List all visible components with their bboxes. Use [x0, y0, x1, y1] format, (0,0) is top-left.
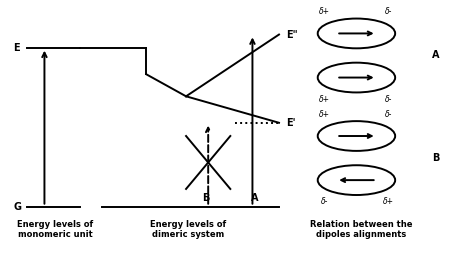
Text: δ-: δ-	[384, 7, 392, 16]
Text: Relation between the
dipoles alignments: Relation between the dipoles alignments	[310, 220, 412, 239]
Text: δ+: δ+	[319, 7, 330, 16]
Text: A: A	[251, 193, 259, 203]
Text: E: E	[13, 43, 20, 53]
Text: Energy levels of
dimeric system: Energy levels of dimeric system	[150, 220, 226, 239]
Text: δ+: δ+	[383, 197, 394, 206]
Text: A: A	[431, 51, 439, 61]
Text: δ+: δ+	[319, 110, 330, 119]
Text: δ-: δ-	[384, 110, 392, 119]
Text: G: G	[13, 201, 22, 212]
Text: B: B	[202, 193, 210, 203]
Text: E": E"	[286, 30, 297, 40]
Text: B: B	[431, 153, 439, 163]
Text: E': E'	[286, 118, 295, 128]
Text: δ-: δ-	[321, 197, 328, 206]
Text: δ+: δ+	[319, 95, 330, 104]
Text: Energy levels of
monomeric unit: Energy levels of monomeric unit	[18, 220, 94, 239]
Text: δ-: δ-	[384, 95, 392, 104]
